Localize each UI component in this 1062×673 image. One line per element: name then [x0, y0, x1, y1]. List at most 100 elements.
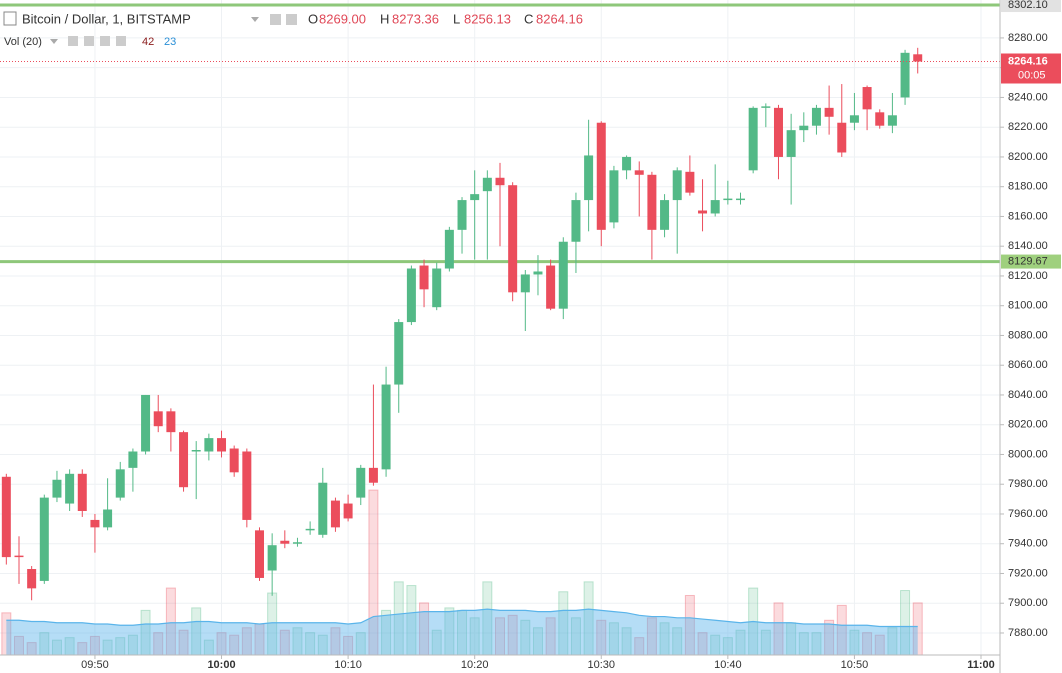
- candle-body: [330, 500, 340, 528]
- candle-body: [875, 112, 885, 126]
- candle-body: [217, 438, 227, 452]
- menu-icon[interactable]: [3, 11, 17, 26]
- candle-body: [280, 540, 290, 544]
- candle-body: [128, 451, 138, 468]
- candle-body: [748, 107, 758, 171]
- hide-icon[interactable]: [286, 14, 297, 25]
- candle-body: [482, 177, 492, 192]
- y-tick-label: 7880.00: [1008, 627, 1048, 639]
- price-axis-bg: [1000, 0, 1062, 673]
- candle-body: [1, 476, 11, 558]
- candle-body: [27, 569, 37, 589]
- ohlc-letter: O: [308, 11, 318, 26]
- candle-body: [470, 194, 480, 201]
- candle-body: [837, 122, 847, 153]
- dropdown[interactable]: [251, 17, 259, 22]
- candle-body: [77, 473, 87, 511]
- y-tick-label: 8000.00: [1008, 448, 1048, 460]
- candle-body: [887, 115, 897, 126]
- candle-body: [381, 384, 391, 470]
- candle-body: [39, 497, 49, 581]
- candle-body: [179, 432, 189, 488]
- y-tick-label: 8240.00: [1008, 91, 1048, 103]
- volume-ma-area: [6, 609, 918, 655]
- candle-body: [495, 177, 505, 186]
- last-price-label: 8264.16: [1008, 55, 1048, 67]
- level-label-bg: [1001, 0, 1061, 13]
- ohlc-value: 8269.00: [319, 11, 366, 26]
- candle-body: [786, 130, 796, 157]
- candle-body: [723, 198, 733, 201]
- candle-body: [166, 411, 176, 433]
- level-label: 8302.10: [1008, 0, 1048, 11]
- y-tick-label: 8160.00: [1008, 210, 1048, 222]
- candle-body: [710, 200, 720, 214]
- candle-body: [824, 107, 834, 117]
- y-tick-label: 8020.00: [1008, 419, 1048, 431]
- x-tick-label: 10:30: [588, 659, 616, 671]
- ohlc-letter: L: [453, 11, 460, 26]
- x-tick-label: 10:00: [207, 659, 235, 671]
- y-tick-label: 8060.00: [1008, 359, 1048, 371]
- candle-body: [457, 200, 467, 230]
- x-tick-label: 10:40: [714, 659, 742, 671]
- candle-body: [419, 265, 429, 290]
- candle-body: [558, 241, 568, 309]
- candle-body: [204, 438, 214, 452]
- candle-body: [90, 519, 100, 528]
- y-tick-label: 7960.00: [1008, 508, 1048, 520]
- candle-body: [900, 52, 910, 98]
- y-tick-label: 8140.00: [1008, 240, 1048, 252]
- y-tick-label: 8080.00: [1008, 329, 1048, 341]
- last-price-bg: [1001, 53, 1061, 84]
- x-tick-label: 09:50: [81, 659, 109, 671]
- time-axis-bg: [0, 655, 1062, 673]
- ma-value: 23: [164, 36, 176, 48]
- ohlc-letter: C: [524, 11, 533, 26]
- ohlc-letter: H: [380, 11, 389, 26]
- candle-body: [305, 528, 315, 531]
- candle-body: [141, 394, 151, 452]
- symbol-title[interactable]: Bitcoin / Dollar, 1, BITSTAMP: [22, 11, 191, 26]
- icon[interactable]: [116, 36, 126, 46]
- candle-body: [65, 473, 75, 504]
- ohlc-value: 8256.13: [464, 11, 511, 26]
- candle-body: [596, 122, 606, 230]
- candle-body: [520, 274, 530, 293]
- y-tick-label: 7920.00: [1008, 567, 1048, 579]
- x-tick-label: 10:50: [841, 659, 869, 671]
- candle-body: [533, 271, 543, 275]
- candle-body: [811, 107, 821, 126]
- x-tick-label: 11:00: [967, 659, 995, 671]
- candle-body: [356, 467, 366, 498]
- candle-body: [52, 479, 62, 498]
- candle-body: [406, 268, 416, 323]
- settings-icon[interactable]: [270, 14, 281, 25]
- candle-body: [634, 170, 644, 175]
- y-tick-label: 7980.00: [1008, 478, 1048, 490]
- candle-body: [254, 530, 264, 578]
- dropdown[interactable]: [50, 39, 58, 44]
- icon[interactable]: [84, 36, 94, 46]
- icon[interactable]: [100, 36, 110, 46]
- volume-ma-line: [6, 608, 918, 628]
- candle-body: [153, 411, 163, 427]
- volume-value: 42: [142, 36, 154, 48]
- candle-body: [584, 155, 594, 201]
- y-tick-label: 8200.00: [1008, 151, 1048, 163]
- candle-body: [115, 469, 125, 498]
- level-label: 8129.67: [1008, 255, 1048, 267]
- candle-body: [622, 156, 632, 171]
- candle-body: [685, 171, 695, 193]
- candle-body: [672, 170, 682, 201]
- icon[interactable]: [68, 36, 78, 46]
- candle-body: [913, 54, 923, 62]
- candle-body: [292, 542, 302, 544]
- candle-body: [799, 125, 809, 131]
- y-tick-label: 8220.00: [1008, 121, 1048, 133]
- indicator-name[interactable]: Vol (20): [4, 36, 42, 48]
- ohlc-value: 8264.16: [536, 11, 583, 26]
- candle-body: [103, 509, 113, 528]
- candle-body: [736, 198, 746, 201]
